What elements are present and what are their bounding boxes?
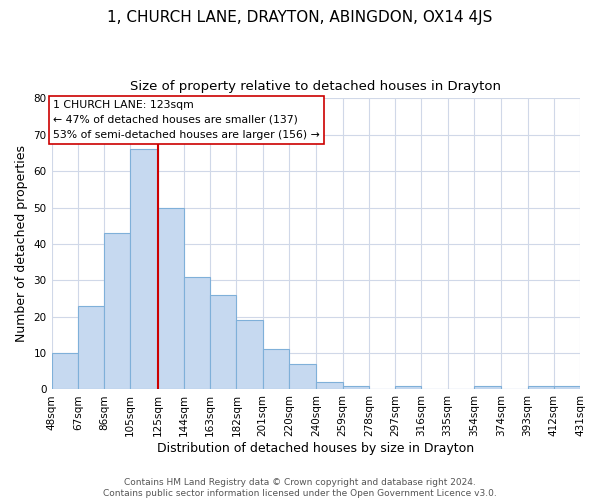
Bar	[52, 353, 78, 390]
Bar	[474, 386, 502, 390]
Bar	[527, 386, 554, 390]
Text: Contains HM Land Registry data © Crown copyright and database right 2024.
Contai: Contains HM Land Registry data © Crown c…	[103, 478, 497, 498]
Bar	[236, 320, 263, 390]
Text: 1 CHURCH LANE: 123sqm
← 47% of detached houses are smaller (137)
53% of semi-det: 1 CHURCH LANE: 123sqm ← 47% of detached …	[53, 100, 320, 140]
Bar	[289, 364, 316, 390]
Bar	[316, 382, 343, 390]
Bar	[395, 386, 421, 390]
Bar	[554, 386, 580, 390]
Bar	[184, 276, 210, 390]
Bar	[263, 350, 289, 390]
Title: Size of property relative to detached houses in Drayton: Size of property relative to detached ho…	[130, 80, 501, 93]
Y-axis label: Number of detached properties: Number of detached properties	[15, 146, 28, 342]
X-axis label: Distribution of detached houses by size in Drayton: Distribution of detached houses by size …	[157, 442, 475, 455]
Bar	[343, 386, 369, 390]
Bar	[104, 233, 130, 390]
Bar	[78, 306, 104, 390]
Bar	[210, 295, 236, 390]
Bar	[158, 208, 184, 390]
Bar	[130, 150, 158, 390]
Text: 1, CHURCH LANE, DRAYTON, ABINGDON, OX14 4JS: 1, CHURCH LANE, DRAYTON, ABINGDON, OX14 …	[107, 10, 493, 25]
